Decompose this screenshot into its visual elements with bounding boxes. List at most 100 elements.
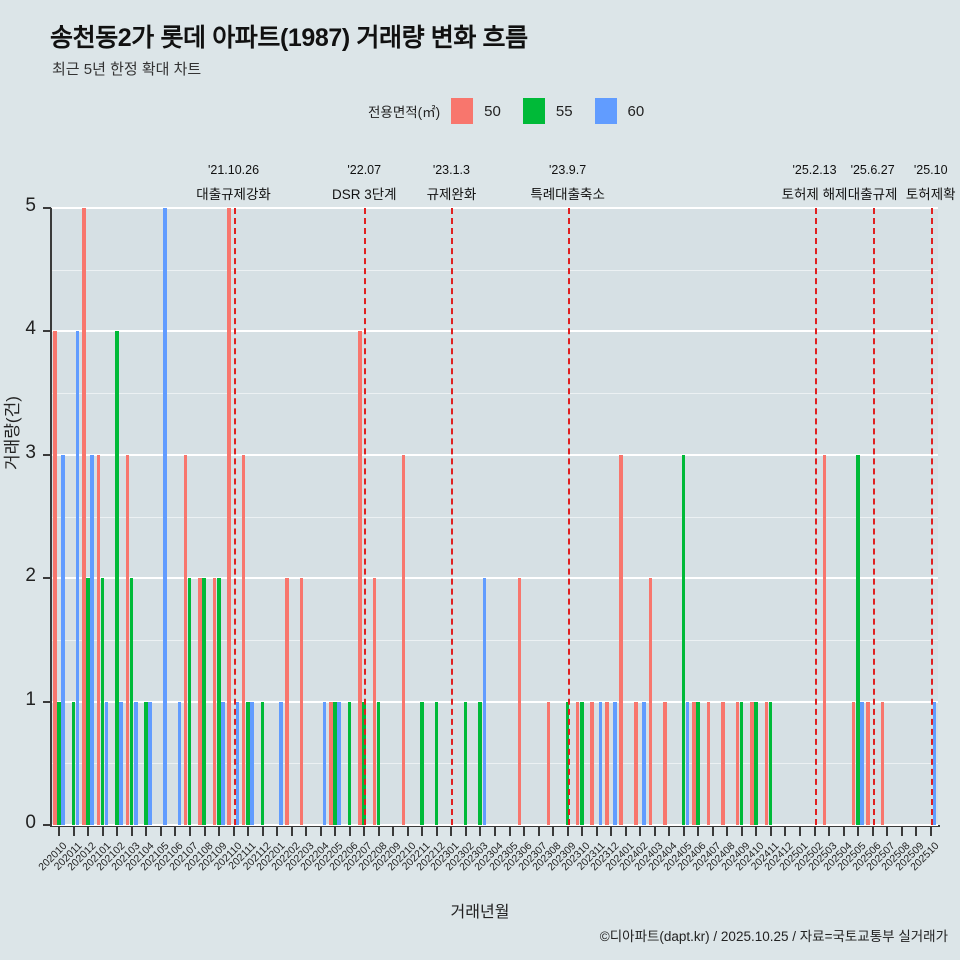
y-axis-line	[50, 208, 52, 825]
bar-202203-50[interactable]	[299, 578, 304, 825]
x-tick-mark-202208	[377, 827, 380, 836]
legend-item-60[interactable]: 60	[594, 98, 644, 124]
bar-202311-60[interactable]	[598, 701, 603, 825]
legend-label-50: 50	[484, 102, 501, 120]
bar-202106-60[interactable]	[177, 701, 182, 825]
bar-202410-55[interactable]	[754, 701, 758, 825]
bar-202311-50[interactable]	[590, 701, 594, 825]
bar-202312-50[interactable]	[604, 701, 609, 825]
bar-202010-50[interactable]	[53, 331, 57, 825]
bar-202503-50[interactable]	[822, 454, 827, 825]
bar-202109-60[interactable]	[221, 701, 225, 825]
bar-202404-50[interactable]	[663, 701, 667, 825]
event-name-202506: 대출규제	[847, 187, 898, 202]
bar-202310-55[interactable]	[580, 701, 584, 825]
bar-202104-60[interactable]	[148, 701, 153, 825]
bar-202206-55[interactable]	[347, 701, 352, 825]
bar-202405-60[interactable]	[685, 701, 690, 825]
bar-202111-50[interactable]	[241, 454, 246, 825]
bar-202103-55[interactable]	[129, 578, 134, 825]
bar-202506-50[interactable]	[866, 701, 870, 825]
bar-202411-55[interactable]	[768, 701, 773, 825]
bar-202108-50[interactable]	[198, 578, 202, 825]
bar-202012-50[interactable]	[82, 208, 86, 825]
bar-202507-50[interactable]	[880, 701, 885, 825]
bar-202110-60[interactable]	[235, 701, 240, 825]
bar-202407-50[interactable]	[706, 701, 711, 825]
bar-202211-55[interactable]	[420, 701, 424, 825]
bar-202011-60[interactable]	[75, 331, 80, 825]
bar-202207-55[interactable]	[362, 701, 366, 825]
bar-202406-50[interactable]	[692, 701, 696, 825]
bar-202306-50[interactable]	[517, 578, 522, 825]
bar-202312-60[interactable]	[613, 701, 617, 825]
x-tick-mark-202403	[653, 827, 656, 836]
event-line-202502	[814, 208, 817, 825]
bar-202111-60[interactable]	[250, 701, 254, 825]
x-tick-mark-202108	[203, 827, 206, 836]
bar-202012-60[interactable]	[90, 454, 94, 825]
bar-202402-50[interactable]	[634, 701, 638, 825]
bar-202210-50[interactable]	[401, 454, 406, 825]
bar-202505-60[interactable]	[860, 701, 864, 825]
bar-202409-50[interactable]	[735, 701, 740, 825]
bar-202103-60[interactable]	[133, 701, 138, 825]
y-tick-label-4: 4	[25, 318, 36, 340]
bar-202011-55[interactable]	[71, 701, 76, 825]
x-tick-mark-202410	[755, 827, 758, 836]
bar-202010-55[interactable]	[57, 701, 61, 825]
bar-202101-55[interactable]	[100, 578, 105, 825]
bar-202408-50[interactable]	[721, 701, 725, 825]
bar-202505-55[interactable]	[856, 454, 860, 825]
bar-202207-50[interactable]	[358, 331, 362, 825]
bar-202108-55[interactable]	[202, 578, 206, 825]
legend-item-50[interactable]: 50	[451, 98, 523, 124]
bar-202107-55[interactable]	[187, 578, 192, 825]
x-tick-mark-202301	[450, 827, 453, 836]
bar-202102-55[interactable]	[115, 331, 119, 825]
bar-202303-55[interactable]	[478, 701, 482, 825]
bar-202102-60[interactable]	[119, 701, 123, 825]
bar-202107-50[interactable]	[183, 454, 188, 825]
bar-202403-50[interactable]	[648, 578, 653, 825]
bar-202012-55[interactable]	[86, 578, 90, 825]
bar-202208-50[interactable]	[372, 578, 377, 825]
event-date-202207: '22.07	[347, 163, 382, 177]
bar-202401-50[interactable]	[619, 454, 624, 825]
x-tick-mark-202401	[624, 827, 627, 836]
bar-202505-50[interactable]	[851, 701, 856, 825]
bar-202410-50[interactable]	[750, 701, 754, 825]
bar-202111-55[interactable]	[246, 701, 250, 825]
bar-202310-50[interactable]	[575, 701, 580, 825]
bar-202212-55[interactable]	[434, 701, 439, 825]
bar-202208-55[interactable]	[376, 701, 381, 825]
bar-202109-55[interactable]	[216, 578, 221, 825]
bar-202402-60[interactable]	[642, 701, 646, 825]
bar-202110-50[interactable]	[227, 208, 231, 825]
bar-202309-55[interactable]	[565, 701, 570, 825]
bar-202205-50[interactable]	[328, 701, 333, 825]
bar-202202-50[interactable]	[285, 578, 289, 825]
bar-202405-55[interactable]	[681, 454, 686, 825]
x-tick-mark-202504	[842, 827, 845, 836]
bar-202302-55[interactable]	[463, 701, 468, 825]
bar-202406-55[interactable]	[696, 701, 700, 825]
bar-202201-60[interactable]	[279, 701, 283, 825]
bar-202101-50[interactable]	[96, 454, 101, 825]
bar-202010-60[interactable]	[61, 454, 65, 825]
bar-202105-60[interactable]	[163, 208, 167, 825]
bar-202204-60[interactable]	[322, 701, 327, 825]
bar-202411-50[interactable]	[764, 701, 769, 825]
bar-202409-55[interactable]	[739, 701, 744, 825]
bar-202308-50[interactable]	[546, 701, 551, 825]
bar-202101-60[interactable]	[104, 701, 109, 825]
bar-202103-50[interactable]	[125, 454, 130, 825]
bar-202205-60[interactable]	[337, 701, 341, 825]
bar-202104-55[interactable]	[144, 701, 148, 825]
bar-202109-50[interactable]	[212, 578, 217, 825]
bar-202303-60[interactable]	[482, 578, 487, 825]
bar-202112-55[interactable]	[260, 701, 265, 825]
bar-202205-55[interactable]	[333, 701, 337, 825]
bar-202510-60[interactable]	[932, 701, 937, 825]
legend-item-55[interactable]: 55	[522, 98, 595, 124]
